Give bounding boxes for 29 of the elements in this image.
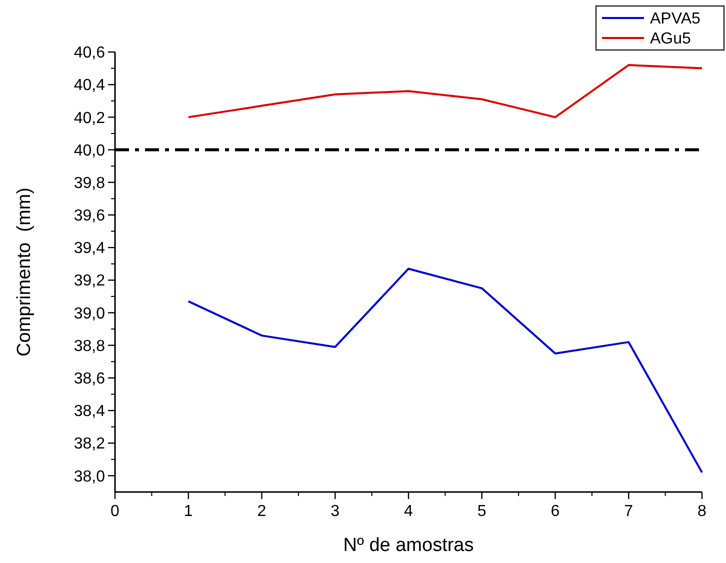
y-tick-label: 38,0 xyxy=(74,468,106,486)
x-tick-label: 6 xyxy=(550,503,560,520)
y-axis-title: Comprimento (mm) xyxy=(14,188,35,356)
y-tick-label: 40,6 xyxy=(74,44,106,62)
y-tick-label: 40,0 xyxy=(74,142,106,160)
y-tick-label: 38,4 xyxy=(74,403,106,420)
x-tick-label: 1 xyxy=(184,503,193,520)
y-tick-label: 39,2 xyxy=(74,272,106,290)
y-tick-label: 40,4 xyxy=(74,77,106,94)
y-tick-label: 39,0 xyxy=(74,305,106,322)
x-tick-label: 5 xyxy=(477,503,486,520)
line-series xyxy=(187,64,703,118)
line-series xyxy=(187,268,703,474)
x-tick-label: 8 xyxy=(698,503,707,520)
y-tick-label: 39,6 xyxy=(74,208,106,225)
y-tick-label: 38,8 xyxy=(74,338,106,355)
x-axis-title: Nº de amostras xyxy=(343,535,474,556)
x-tick-label: 4 xyxy=(404,503,414,520)
x-tick-label: 2 xyxy=(257,503,266,520)
x-tick-label: 7 xyxy=(624,503,634,520)
x-tick-label: 3 xyxy=(330,503,340,520)
y-tick-label: 38,2 xyxy=(74,436,106,453)
y-tick-label: 40,2 xyxy=(74,110,106,127)
y-tick-label: 39,8 xyxy=(74,174,106,192)
legend-label: AGu5 xyxy=(650,30,692,48)
y-tick-label: 39,4 xyxy=(74,240,106,258)
x-tick-label: 0 xyxy=(110,503,120,520)
y-tick-label: 38,6 xyxy=(74,370,106,388)
legend-label: APVA5 xyxy=(650,10,700,28)
